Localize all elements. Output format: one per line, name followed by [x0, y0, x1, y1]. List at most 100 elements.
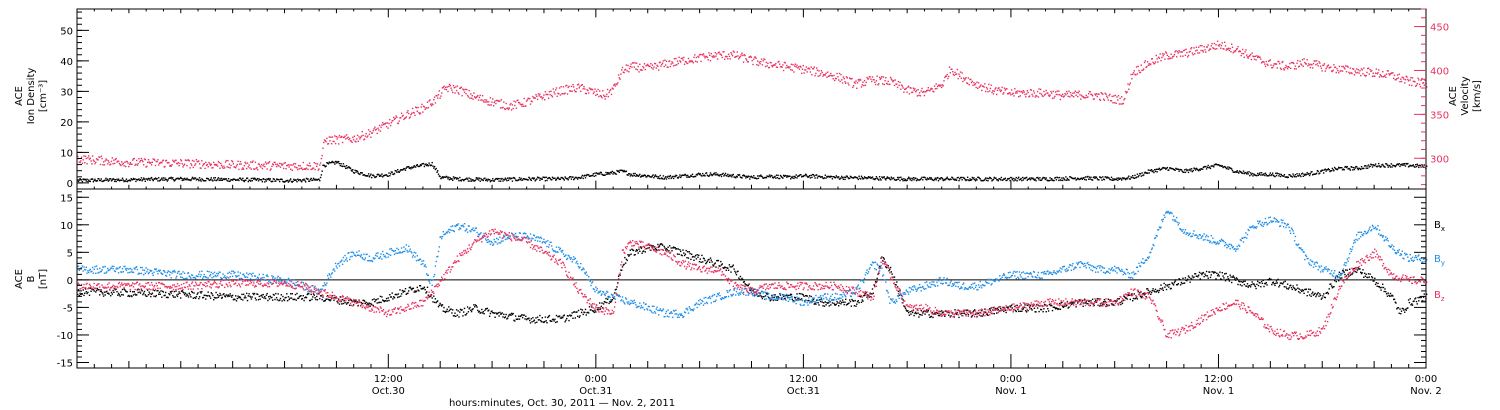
velocity-point [430, 103, 432, 105]
density-point [635, 175, 637, 177]
velocity-point [1001, 86, 1003, 89]
velocity-point [1341, 65, 1343, 68]
bx-point [1069, 302, 1071, 305]
density-point [246, 177, 249, 179]
velocity-point [731, 53, 733, 55]
bx-point [277, 293, 279, 295]
velocity-point [1064, 92, 1066, 95]
velocity-point [1000, 89, 1003, 91]
density-point [1196, 168, 1198, 170]
velocity-point [297, 168, 299, 171]
bx-point [794, 297, 797, 299]
density-point [810, 174, 812, 176]
density-point [1187, 169, 1189, 171]
density-point [908, 177, 911, 179]
bx-point [276, 299, 279, 301]
density-point [308, 180, 311, 182]
density-point [1364, 165, 1367, 167]
density-point [833, 176, 835, 178]
density-point [114, 179, 117, 181]
velocity-point [724, 58, 726, 60]
bx-point [592, 310, 595, 312]
density-point [783, 175, 786, 177]
density-point [912, 177, 915, 179]
density-point [1326, 169, 1329, 171]
velocity-point [138, 158, 140, 160]
density-point [896, 176, 899, 179]
density-point [398, 171, 400, 173]
density-point [1344, 166, 1346, 168]
bx-point [339, 296, 341, 298]
bx-point [941, 310, 943, 312]
velocity-point [125, 165, 127, 168]
velocity-point [939, 85, 941, 87]
density-point [1304, 174, 1306, 177]
density-point [1115, 179, 1117, 181]
velocity-point [956, 68, 959, 71]
density-point [969, 178, 971, 180]
density-point [355, 171, 357, 173]
velocity-point [1009, 92, 1011, 94]
bx-point [1253, 284, 1256, 286]
density-point [183, 177, 186, 180]
density-point [465, 178, 467, 180]
density-point [871, 177, 873, 179]
density-point [971, 176, 973, 179]
velocity-point [1125, 92, 1128, 94]
velocity-point [1338, 72, 1340, 74]
velocity-point [1426, 86, 1428, 88]
density-point [779, 177, 781, 180]
velocity-point [837, 76, 839, 78]
velocity-point [1069, 96, 1071, 98]
bx-point [988, 308, 991, 310]
density-point [1419, 164, 1422, 167]
velocity-point [793, 71, 795, 73]
density-point [222, 178, 224, 181]
density-point [638, 174, 640, 177]
bx-point [956, 312, 959, 314]
bx-point [817, 302, 819, 304]
density-point [845, 176, 847, 179]
density-point [1143, 174, 1145, 176]
velocity-point [521, 105, 523, 107]
density-point [1290, 175, 1292, 177]
density-point [763, 177, 765, 179]
velocity-point [1118, 103, 1120, 105]
bx-point [268, 298, 271, 300]
velocity-point [1419, 85, 1422, 88]
bx-point [341, 303, 343, 305]
bx-point [198, 297, 200, 300]
velocity-point [87, 157, 89, 159]
bx-point [143, 290, 146, 293]
velocity-point [303, 168, 305, 170]
bx-point [422, 287, 425, 290]
density-point [120, 179, 122, 181]
density-point [1146, 172, 1148, 174]
bx-point [648, 247, 650, 249]
density-point [684, 173, 687, 176]
bx-point [1242, 280, 1245, 283]
density-point [1228, 166, 1231, 169]
density-point [231, 179, 233, 181]
density-point [1176, 168, 1179, 170]
density-point [540, 177, 542, 180]
bx-point [948, 314, 950, 316]
density-point [735, 175, 738, 177]
velocity-point [525, 100, 528, 102]
density-point [100, 178, 102, 180]
density-point [734, 176, 736, 178]
bx-point [451, 312, 453, 314]
bx-point [1165, 284, 1167, 286]
density-point [202, 179, 204, 181]
bx-point [187, 294, 189, 297]
density-point [968, 179, 970, 182]
bx-point [732, 264, 734, 266]
velocity-point [569, 90, 571, 92]
velocity-point [404, 117, 407, 119]
bx-point [801, 293, 804, 295]
density-point [1377, 165, 1379, 167]
bx-point [658, 245, 661, 247]
velocity-point [229, 167, 231, 169]
density-point [881, 176, 883, 178]
density-point [1087, 175, 1089, 178]
